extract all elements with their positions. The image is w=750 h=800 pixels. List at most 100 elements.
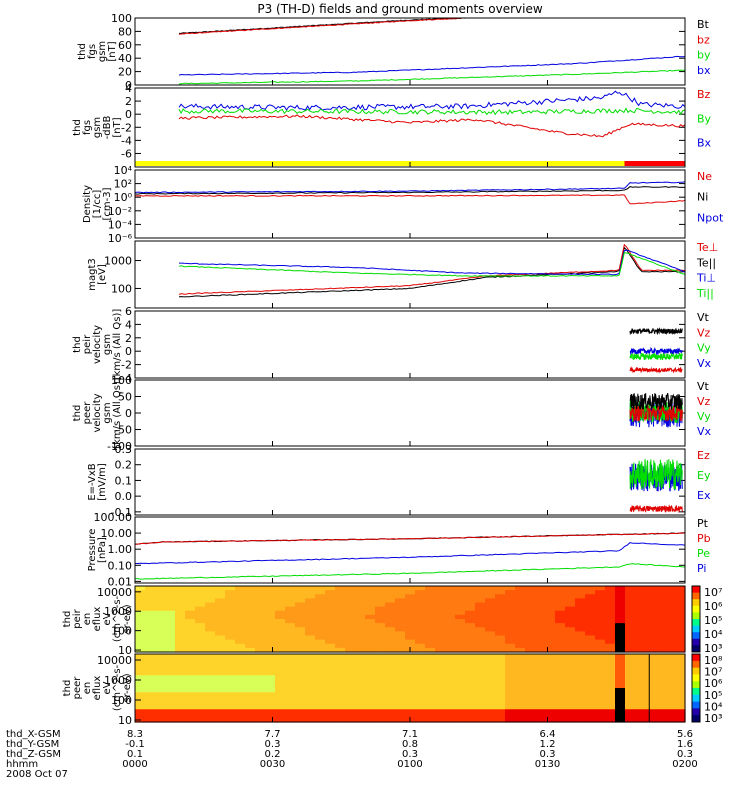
spectrogram-cell (555, 692, 566, 698)
spectrogram-cell (245, 606, 256, 612)
spectrogram-cell (425, 658, 436, 664)
spectrogram-cell (625, 602, 636, 608)
spectrogram-cell (185, 614, 196, 620)
spectrogram-cell (435, 683, 446, 689)
spectrogram-cell (585, 614, 596, 620)
spectrogram-cell (165, 631, 176, 637)
spectrogram-cell (345, 709, 356, 715)
spectrogram-cell (475, 658, 486, 664)
spectrogram-cell (245, 623, 256, 628)
spectrogram-cell (665, 692, 676, 698)
spectrogram-cell (555, 654, 566, 659)
spectrogram-cell (595, 623, 606, 628)
spectrogram-cell (205, 688, 216, 693)
spectrogram-cell (555, 590, 566, 595)
spectrogram-cell (675, 683, 686, 689)
spectrogram-cell (185, 671, 196, 676)
legend-entry: by (697, 49, 711, 62)
y-tick-label: 1.00 (108, 543, 133, 556)
spectrogram-cell (615, 594, 626, 599)
spectrogram-cell (415, 590, 426, 595)
spectrogram-cell (175, 675, 186, 681)
legend-entry: Vt (697, 380, 710, 393)
spectrogram-cell (155, 594, 166, 599)
spectrogram-cell (545, 709, 556, 715)
spectrogram-cell (225, 610, 236, 616)
spectrogram-cell (145, 619, 156, 624)
spectrogram-cell (155, 713, 166, 719)
spectrogram-cell (135, 602, 146, 608)
spectrogram-cell (535, 654, 546, 659)
spectrogram-cell (195, 627, 206, 632)
spectrogram-cell (675, 717, 686, 723)
spectrogram-cell (655, 713, 666, 719)
spectrogram-cell (205, 590, 216, 595)
spectrogram-cell (185, 705, 196, 710)
spectrogram-cell (455, 623, 466, 628)
legend-entry: Vx (697, 357, 712, 370)
spectrogram-cell (155, 700, 166, 706)
legend-entry: Ti⊥ (696, 272, 716, 285)
spectrogram-cell (355, 590, 366, 595)
spectrogram-cell (205, 606, 216, 612)
spectrogram-cell (175, 658, 186, 664)
spectrogram-cell (435, 647, 446, 653)
panel-ylabel: eflux (92, 607, 103, 632)
spectrogram-cell (395, 614, 406, 620)
spectrogram-cell (585, 671, 596, 676)
spectrogram-cell (585, 709, 596, 715)
spectrogram-cell (375, 688, 386, 693)
spectrogram-cell (445, 713, 456, 719)
y-tick-label: 100 (111, 282, 132, 295)
spectrogram-cell (295, 647, 306, 653)
spectrogram-cell (525, 643, 536, 649)
spectrogram-cell (465, 610, 476, 616)
spectrogram-cell (255, 598, 266, 604)
spectrogram-cell (565, 675, 576, 681)
y-tick-label: 40 (118, 52, 132, 65)
spectrogram-cell (285, 658, 296, 664)
spectrogram-cell (365, 586, 376, 591)
spectrogram-cell (415, 692, 426, 698)
spectrogram-cell (675, 627, 686, 632)
spectrogram-cell (575, 709, 586, 715)
spectrogram-cell (235, 658, 246, 664)
spectrogram-cell (395, 631, 406, 637)
y-tick-label: 10⁴ (114, 164, 133, 177)
spectrogram-cell (315, 606, 326, 612)
spectrogram-cell (265, 654, 276, 659)
spectrogram-cell (435, 662, 446, 668)
spectrogram-cell (355, 688, 366, 693)
spectrogram-cell (605, 671, 616, 676)
figure-title: P3 (TH-D) fields and ground moments over… (257, 2, 542, 16)
spectrogram-cell (355, 713, 366, 719)
spectrogram-cell (285, 590, 296, 595)
legend-entry: Bt (697, 18, 710, 31)
spectrogram-cell (265, 679, 276, 685)
spectrogram-cell (525, 586, 536, 591)
spectrogram-cell (185, 594, 196, 599)
spectrogram-cell (295, 623, 306, 628)
spectrogram-cell (615, 598, 626, 604)
spectrogram-cell (205, 598, 216, 604)
panel-ylabel: en (82, 613, 93, 626)
spectrogram-cell (525, 683, 536, 689)
spectrogram-cell (205, 610, 216, 616)
spectrogram-cell (585, 679, 596, 685)
spectrogram-cell (165, 647, 176, 653)
spectrogram-cell (425, 709, 436, 715)
spectrogram-cell (645, 631, 656, 637)
spectrogram-cell (195, 635, 206, 641)
spectrogram-cell (635, 683, 646, 689)
spectrogram-cell (595, 586, 606, 591)
spectrogram-cell (345, 705, 356, 710)
spectrogram-cell (165, 654, 176, 659)
spectrogram-cell (295, 635, 306, 641)
spectrogram-cell (175, 654, 186, 659)
spectrogram-cell (415, 602, 426, 608)
spectrogram-cell (135, 594, 146, 599)
spectrogram-cell (325, 602, 336, 608)
spectrogram-cell (555, 623, 566, 628)
spectrogram-cell (605, 590, 616, 595)
spectrogram-cell (475, 688, 486, 693)
